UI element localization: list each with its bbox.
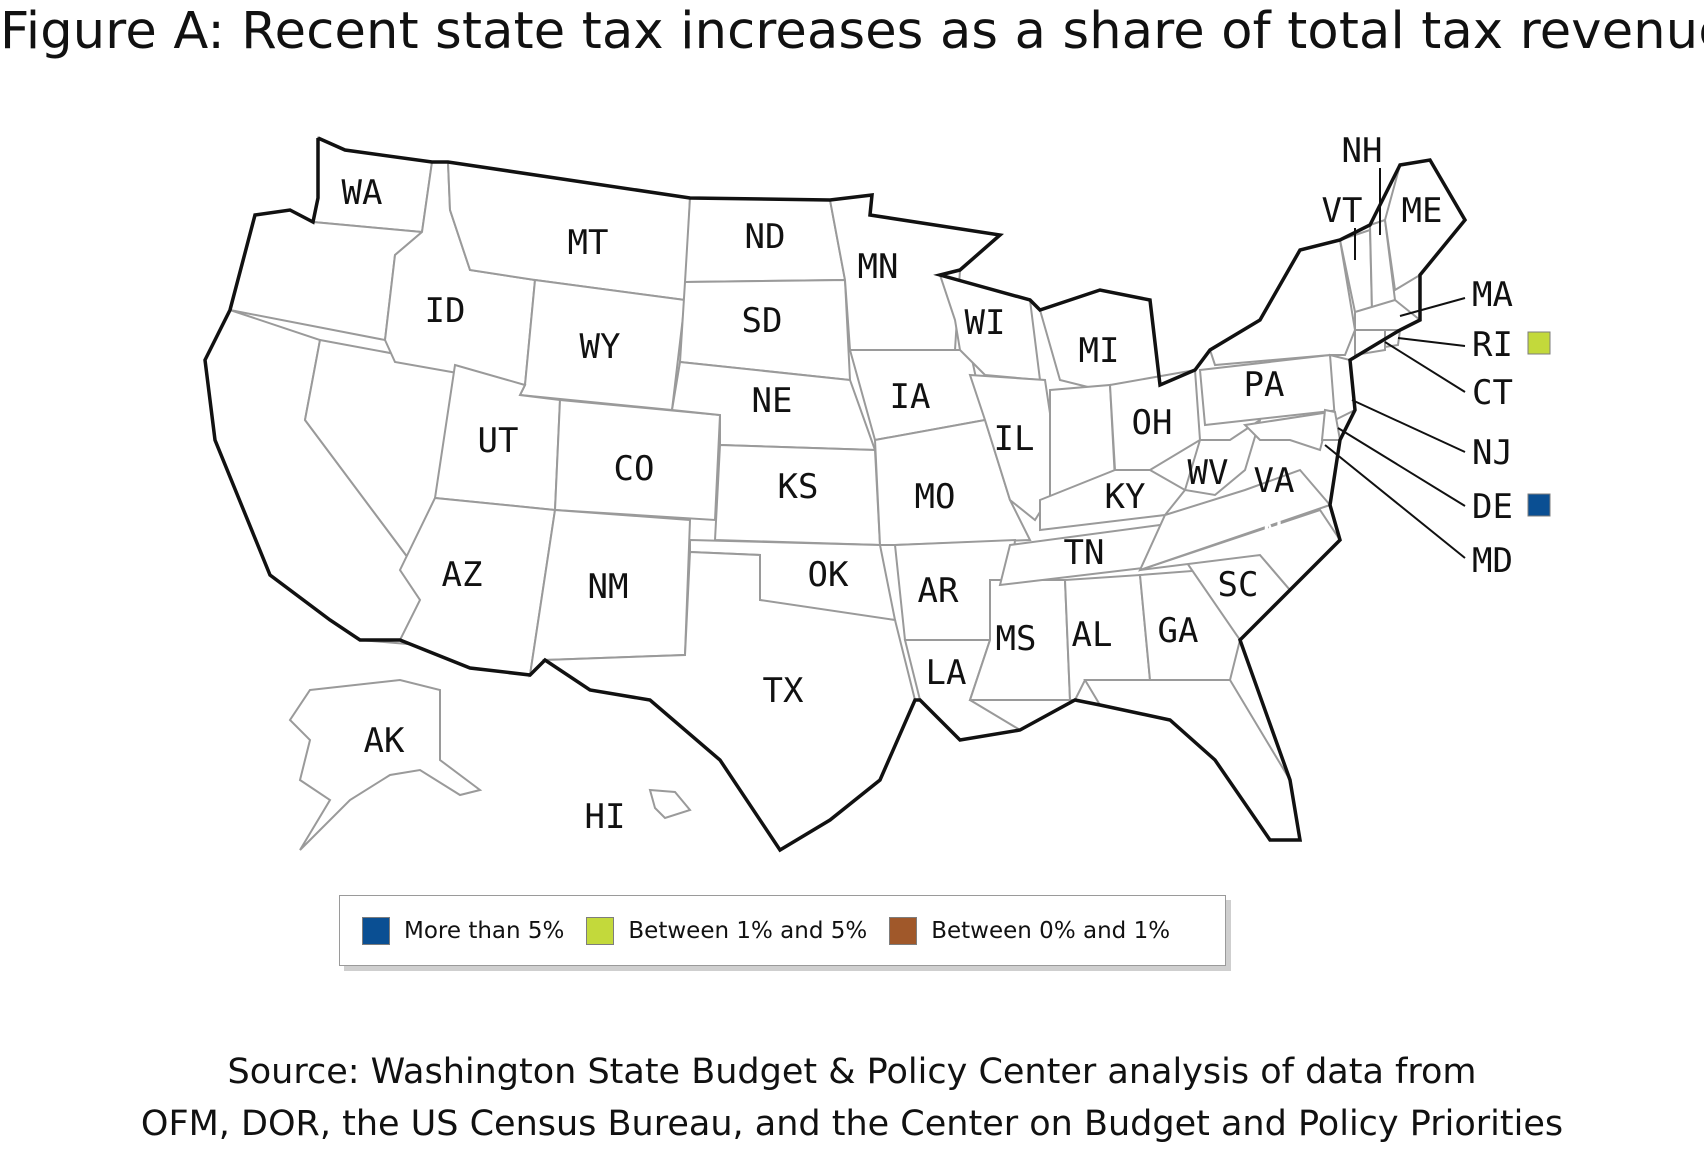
label-ok: OK (808, 555, 849, 595)
label-hi: HI (585, 797, 626, 837)
label-pa: PA (1244, 365, 1285, 405)
label-ga: GA (1158, 611, 1199, 651)
label-wi: WI (965, 303, 1006, 343)
label-ms: MS (996, 619, 1037, 659)
legend-item-more-than-5: More than 5% (362, 916, 565, 945)
label-ri: RI (1472, 325, 1513, 365)
state-il[interactable] (968, 373, 1062, 522)
label-de: DE (1472, 487, 1513, 527)
figure-title: Figure A: Recent state tax increases as … (0, 2, 1704, 61)
state-md[interactable] (1242, 410, 1332, 452)
label-sc: SC (1218, 565, 1259, 605)
label-mn: MN (858, 247, 899, 287)
label-az: AZ (442, 555, 483, 595)
legend-item-between-1-5: Between 1% and 5% (586, 916, 868, 945)
label-wy: WY (580, 327, 621, 367)
ri-swatch (1527, 331, 1551, 355)
state-wv[interactable] (1183, 417, 1262, 497)
source-line-2: OFM, DOR, the US Census Bureau, and the … (140, 1104, 1564, 1144)
label-fl: FL (1220, 723, 1261, 763)
state-fl[interactable] (1083, 679, 1302, 841)
state-co[interactable] (553, 398, 722, 522)
label-nv: NV (355, 407, 396, 447)
label-me: ME (1402, 191, 1443, 231)
state-ak[interactable] (288, 678, 483, 851)
label-il: IL (994, 419, 1035, 459)
label-vt: VT (1322, 191, 1363, 231)
label-al: AL (1072, 615, 1113, 655)
label-ct: CT (1472, 373, 1513, 413)
label-wa: WA (342, 173, 383, 213)
state-hi[interactable] (648, 788, 692, 820)
label-mo: MO (915, 477, 956, 517)
legend-swatch-green (586, 916, 615, 945)
state-ms[interactable] (968, 579, 1072, 701)
source-line-1: Source: Washington State Budget & Policy… (227, 1052, 1477, 1092)
state-ny[interactable] (1208, 238, 1357, 367)
state-va[interactable] (1138, 468, 1332, 572)
label-nm: NM (588, 567, 629, 607)
source-note: Source: Washington State Budget & Policy… (0, 1046, 1704, 1150)
legend-swatch-blue (362, 916, 390, 945)
label-tx: TX (763, 671, 804, 711)
legend-label: Between 0% and 1% (931, 917, 1171, 944)
label-nh: NH (1342, 131, 1383, 171)
legend-label: Between 1% and 5% (628, 917, 868, 944)
label-ks: KS (778, 467, 819, 507)
label-ma: MA (1472, 275, 1513, 315)
label-oh: OH (1132, 403, 1173, 443)
label-ia: IA (890, 377, 931, 417)
label-or: OR (293, 259, 334, 299)
label-in: IN (1062, 415, 1103, 455)
label-id: ID (425, 291, 466, 331)
label-ak: AK (364, 721, 405, 761)
label-co: CO (614, 449, 655, 489)
legend-swatch-brown (889, 916, 918, 945)
label-ca: CA (268, 471, 309, 511)
label-nd: ND (745, 217, 786, 257)
legend-item-between-0-1: Between 0% and 1% (889, 916, 1171, 945)
label-ky: KY (1105, 477, 1146, 517)
legend: More than 5% Between 1% and 5% Between 0… (339, 895, 1226, 966)
legend-label: More than 5% (404, 917, 565, 944)
label-mi: MI (1079, 331, 1120, 371)
label-ut: UT (478, 421, 519, 461)
state-ct[interactable] (1354, 329, 1386, 357)
label-la: LA (926, 653, 967, 693)
de-swatch (1527, 493, 1551, 517)
label-wv: WV (1188, 453, 1229, 493)
state-oh[interactable] (1108, 368, 1202, 471)
label-sd: SD (742, 301, 783, 341)
label-tn: TN (1064, 533, 1105, 573)
label-md: MD (1472, 541, 1513, 581)
label-mt: MT (568, 223, 609, 263)
label-nj: NJ (1472, 433, 1513, 473)
label-ne: NE (752, 381, 793, 421)
label-ar: AR (918, 571, 959, 611)
label-va: VA (1254, 461, 1295, 501)
label-nc: NC (1263, 515, 1304, 555)
label-ny: NY (1292, 299, 1333, 339)
